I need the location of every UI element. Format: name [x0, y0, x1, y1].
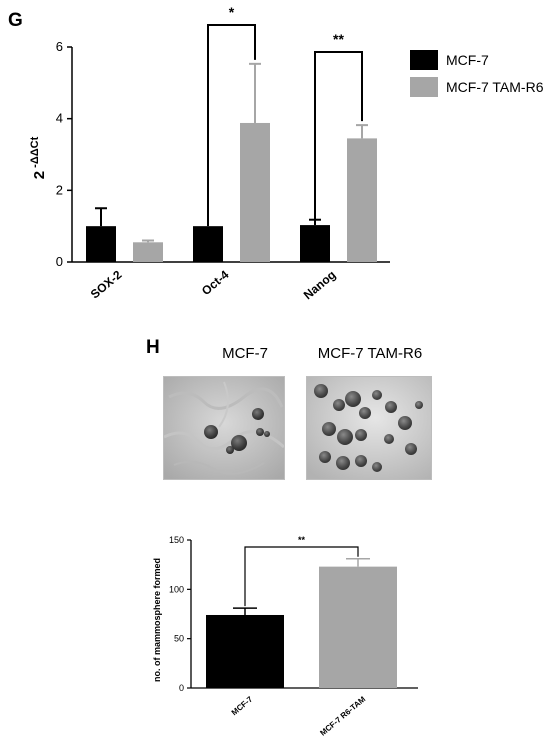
mcf7-mammosphere-micrograph: [163, 376, 285, 480]
y-tick-label: 6: [56, 39, 63, 54]
bar-mcf7: [206, 614, 284, 688]
y-axis-label-exponent: -ΔΔCt: [29, 136, 41, 170]
bar-tamr6: [240, 122, 270, 262]
y-tick-label: 100: [169, 584, 184, 594]
legend-swatch-mcf7: [410, 50, 438, 70]
significance-label: **: [298, 535, 306, 545]
legend-label-tamr6: MCF-7 TAM-R6: [446, 79, 544, 95]
panel-g-letter: G: [8, 10, 23, 31]
bar-tamr6: [319, 566, 397, 688]
x-tick-label: MCF-7 R6-TAM: [318, 694, 367, 737]
bar-mcf7: [300, 225, 330, 262]
tamr6-mammosphere-micrograph: [306, 376, 432, 480]
y-tick-label: 2: [56, 182, 63, 197]
y-axis-label-base: 2: [31, 171, 48, 179]
significance-bracket: [207, 24, 256, 227]
x-tick-label: Oct-4: [199, 267, 232, 298]
y-axis-label: no. of mammosphere formed: [152, 558, 162, 682]
x-tick-label: MCF-7: [230, 694, 255, 717]
significance-bracket: [314, 51, 363, 220]
bar-mcf7: [86, 226, 116, 262]
y-tick-label: 0: [179, 683, 184, 693]
y-axis-label: 2 -ΔΔCt: [29, 136, 48, 179]
x-tick-label: SOX-2: [88, 267, 125, 301]
bar-tamr6: [347, 138, 377, 262]
micrograph-label-mcf7: MCF-7: [222, 345, 268, 362]
y-tick-label: 4: [56, 111, 63, 126]
significance-label: **: [333, 31, 344, 47]
significance-label: *: [229, 4, 235, 20]
y-tick-label: 150: [169, 535, 184, 545]
bar-tamr6: [133, 242, 163, 262]
bar-mcf7: [193, 226, 223, 262]
micrograph-label-tamr6: MCF-7 TAM-R6: [317, 345, 423, 362]
y-tick-label: 50: [174, 634, 184, 644]
y-tick-label: 0: [56, 254, 63, 269]
legend-swatch-tamr6: [410, 77, 438, 97]
significance-bracket: [244, 546, 359, 607]
legend-label-mcf7: MCF-7: [446, 52, 489, 68]
mammosphere-count-chart: 0 50 100 150 no. of mammosphere formed MCF-7 M…: [152, 535, 418, 738]
panel-h-letter: H: [146, 337, 160, 358]
x-tick-label: Nanog: [301, 268, 339, 303]
